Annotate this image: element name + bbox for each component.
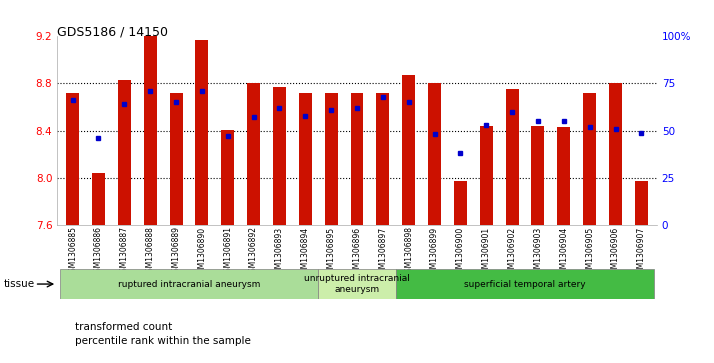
Bar <box>351 93 363 225</box>
Text: tissue: tissue <box>4 279 35 289</box>
Bar <box>92 173 105 225</box>
Bar <box>583 93 596 225</box>
Bar <box>247 83 260 225</box>
Text: superficial temporal artery: superficial temporal artery <box>464 280 586 289</box>
Bar <box>609 83 622 225</box>
Bar <box>635 182 648 225</box>
Bar <box>558 127 570 225</box>
Bar <box>480 126 493 225</box>
Bar <box>196 40 208 225</box>
Bar <box>273 87 286 225</box>
Text: percentile rank within the sample: percentile rank within the sample <box>75 336 251 346</box>
Bar <box>221 130 234 225</box>
Bar <box>454 182 467 225</box>
Bar <box>299 93 312 225</box>
Text: ruptured intracranial aneurysm: ruptured intracranial aneurysm <box>118 280 260 289</box>
Bar <box>402 75 415 225</box>
Bar <box>66 93 79 225</box>
Text: unruptured intracranial
aneurysm: unruptured intracranial aneurysm <box>304 274 410 294</box>
Bar <box>60 269 318 299</box>
Bar <box>118 80 131 225</box>
Bar <box>170 93 183 225</box>
Bar <box>318 269 396 299</box>
Bar <box>531 126 544 225</box>
Bar <box>506 89 518 225</box>
Bar <box>144 36 156 225</box>
Bar <box>376 93 389 225</box>
Bar <box>396 269 654 299</box>
Bar <box>325 93 338 225</box>
Text: GDS5186 / 14150: GDS5186 / 14150 <box>57 25 168 38</box>
Bar <box>428 83 441 225</box>
Text: transformed count: transformed count <box>75 322 172 332</box>
